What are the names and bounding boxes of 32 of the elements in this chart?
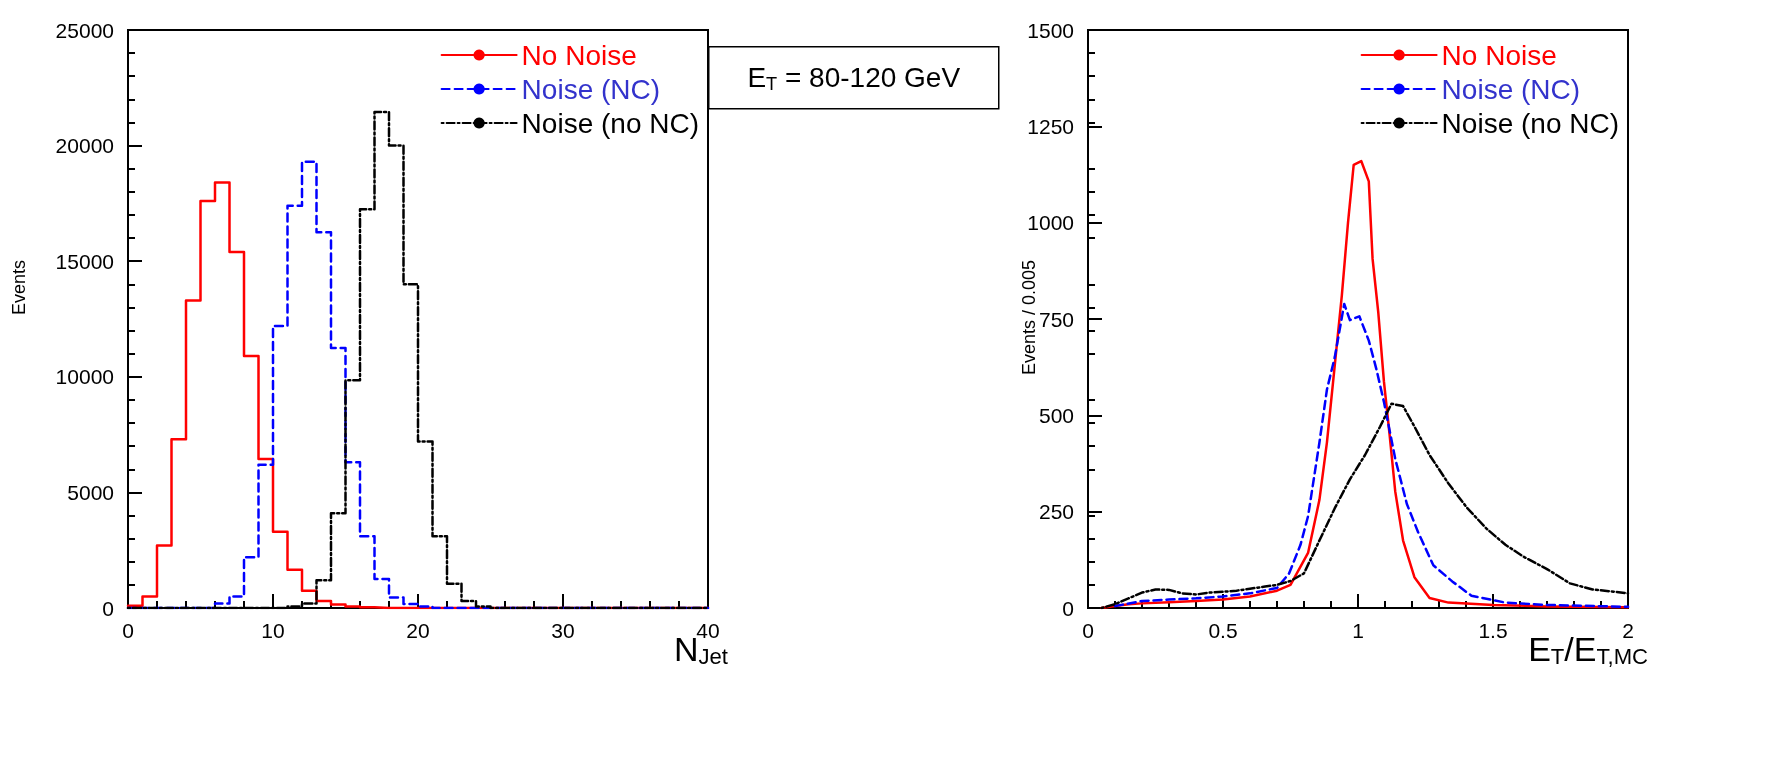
legend-label: No Noise [521,39,637,71]
y-tick-label: 20000 [55,134,114,158]
line-series [1113,302,1630,609]
y-tick-label: 250 [1038,500,1074,524]
legend-label: Noise (no NC) [521,107,700,139]
x-tick-label: 0 [1082,619,1094,642]
x-tick-label: 0 [122,619,134,642]
legend-label: Noise (no NC) [1441,107,1620,139]
y-tick-label: 1000 [1027,211,1074,235]
y-tick-label: 0 [102,596,114,620]
y-axis-title: Events / 0.005 [1019,260,1039,376]
x-tick-label: 0.5 [1208,619,1238,642]
x-tick-label: 2 [1622,619,1634,642]
y-tick-label: 1500 [1027,18,1074,42]
legend-label: Noise (NC) [1441,73,1581,105]
legend-label: No Noise [1441,39,1557,71]
x-tick-label: 30 [551,619,575,642]
x-tick-label: 10 [261,619,285,642]
x-tick-label: 1 [1352,619,1364,642]
y-tick-label: 750 [1038,307,1074,331]
legend-label: Noise (NC) [521,73,661,105]
x-tick-label: 20 [406,619,430,642]
y-tick-label: 10000 [55,365,114,389]
x-tick-label: 1.5 [1478,619,1508,642]
x-tick-label: 40 [696,619,720,642]
y-tick-label: 500 [1038,403,1074,427]
y-axis-title: Events [9,260,29,316]
y-tick-label: 1250 [1027,114,1074,138]
y-tick-label: 5000 [67,480,114,504]
y-tick-label: 0 [1062,596,1074,620]
y-tick-label: 15000 [55,249,114,273]
y-tick-label: 25000 [55,18,114,42]
